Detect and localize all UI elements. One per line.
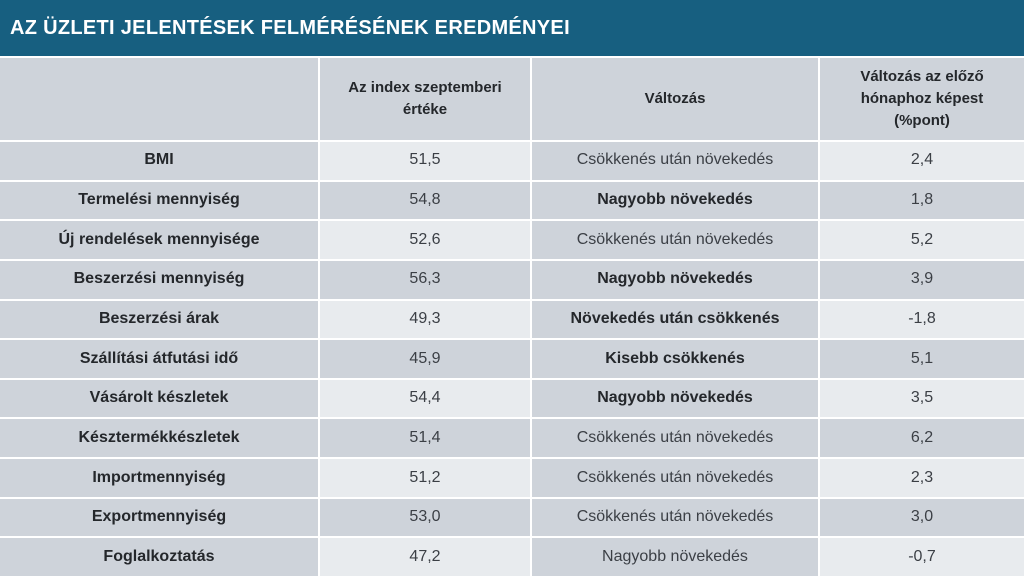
- header-cell-delta: Változás az előző hónaphoz képest (%pont…: [820, 58, 1024, 140]
- row-label-cell: Új rendelések mennyisége: [0, 221, 318, 259]
- delta-cell: 1,8: [820, 181, 1024, 220]
- change-cell: Csökkenés után növekedés: [532, 459, 818, 497]
- index-value-cell: 52,6: [320, 221, 530, 259]
- delta-cell: 2,4: [820, 142, 1024, 180]
- row-label-cell: Termelési mennyiség: [0, 181, 318, 220]
- change-cell: Csökkenés után növekedés: [532, 419, 818, 458]
- delta-cell: 3,5: [820, 379, 1024, 418]
- row-label-cell: Késztermékkészletek: [0, 419, 318, 458]
- index-value-cell: 53,0: [320, 498, 530, 537]
- index-value-cell: 45,9: [320, 340, 530, 378]
- header-cell-empty: [0, 58, 318, 140]
- change-cell: Kisebb csökkenés: [532, 340, 818, 378]
- change-cell: Csökkenés után növekedés: [532, 142, 818, 180]
- row-label-cell: Exportmennyiség: [0, 498, 318, 537]
- change-cell: Csökkenés után növekedés: [532, 221, 818, 259]
- index-value-cell: 51,4: [320, 419, 530, 458]
- title-bar: AZ ÜZLETI JELENTÉSEK FELMÉRÉSÉNEK EREDMÉ…: [0, 0, 1024, 56]
- delta-cell: 3,9: [820, 260, 1024, 299]
- row-label-cell: BMI: [0, 142, 318, 180]
- index-value-cell: 47,2: [320, 538, 530, 576]
- page-title: AZ ÜZLETI JELENTÉSEK FELMÉRÉSÉNEK EREDMÉ…: [10, 16, 570, 39]
- index-value-cell: 54,8: [320, 181, 530, 220]
- index-value-cell: 51,2: [320, 459, 530, 497]
- row-label-cell: Vásárolt készletek: [0, 379, 318, 418]
- index-value-cell: 54,4: [320, 379, 530, 418]
- change-cell: Növekedés után csökkenés: [532, 300, 818, 339]
- change-cell: Csökkenés után növekedés: [532, 498, 818, 537]
- delta-cell: 3,0: [820, 498, 1024, 537]
- row-label-cell: Szállítási átfutási idő: [0, 340, 318, 378]
- change-cell: Nagyobb növekedés: [532, 260, 818, 299]
- header-cell-change: Változás: [532, 58, 818, 140]
- delta-cell: -1,8: [820, 300, 1024, 339]
- delta-cell: 6,2: [820, 419, 1024, 458]
- row-label-cell: Beszerzési árak: [0, 300, 318, 339]
- header-cell-index-value: Az index szeptemberi értéke: [320, 58, 530, 140]
- delta-cell: 5,1: [820, 340, 1024, 378]
- change-cell: Nagyobb növekedés: [532, 538, 818, 576]
- index-value-cell: 49,3: [320, 300, 530, 339]
- row-label-cell: Beszerzési mennyiség: [0, 260, 318, 299]
- change-cell: Nagyobb növekedés: [532, 181, 818, 220]
- index-value-cell: 51,5: [320, 142, 530, 180]
- delta-cell: 2,3: [820, 459, 1024, 497]
- survey-table: Az index szeptemberi értéke Változás Vál…: [0, 58, 1024, 576]
- index-value-cell: 56,3: [320, 260, 530, 299]
- change-cell: Nagyobb növekedés: [532, 379, 818, 418]
- row-label-cell: Importmennyiség: [0, 459, 318, 497]
- row-label-cell: Foglalkoztatás: [0, 538, 318, 576]
- delta-cell: 5,2: [820, 221, 1024, 259]
- delta-cell: -0,7: [820, 538, 1024, 576]
